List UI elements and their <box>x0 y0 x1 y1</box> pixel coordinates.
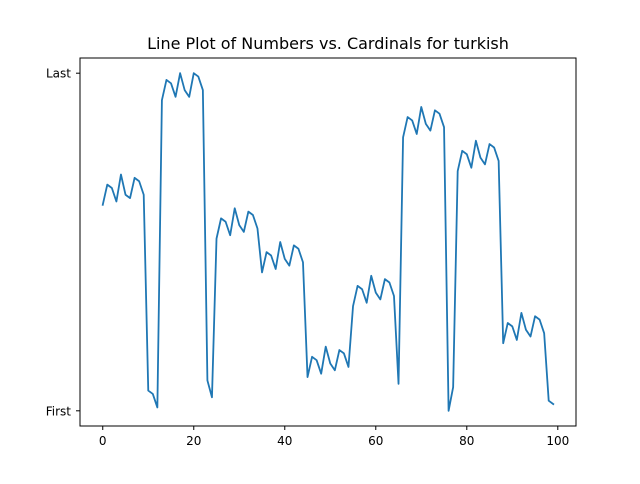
axes-frame <box>79 57 577 427</box>
series-line-0 <box>101 72 555 412</box>
x-tick-label: 80 <box>459 434 474 448</box>
y-axis: First Last <box>46 67 80 418</box>
x-tick-label: 60 <box>368 434 383 448</box>
x-tick-label: 100 <box>546 434 569 448</box>
x-tick-label: 40 <box>277 434 292 448</box>
chart-title: Line Plot of Numbers vs. Cardinals for t… <box>147 34 509 53</box>
y-tick-label: First <box>46 404 72 418</box>
y-tick-label: Last <box>46 67 71 81</box>
x-tick-label: 20 <box>186 434 201 448</box>
plot-area <box>101 72 555 412</box>
x-axis: 0 20 40 60 80 100 <box>99 426 569 448</box>
x-tick-label: 0 <box>99 434 107 448</box>
